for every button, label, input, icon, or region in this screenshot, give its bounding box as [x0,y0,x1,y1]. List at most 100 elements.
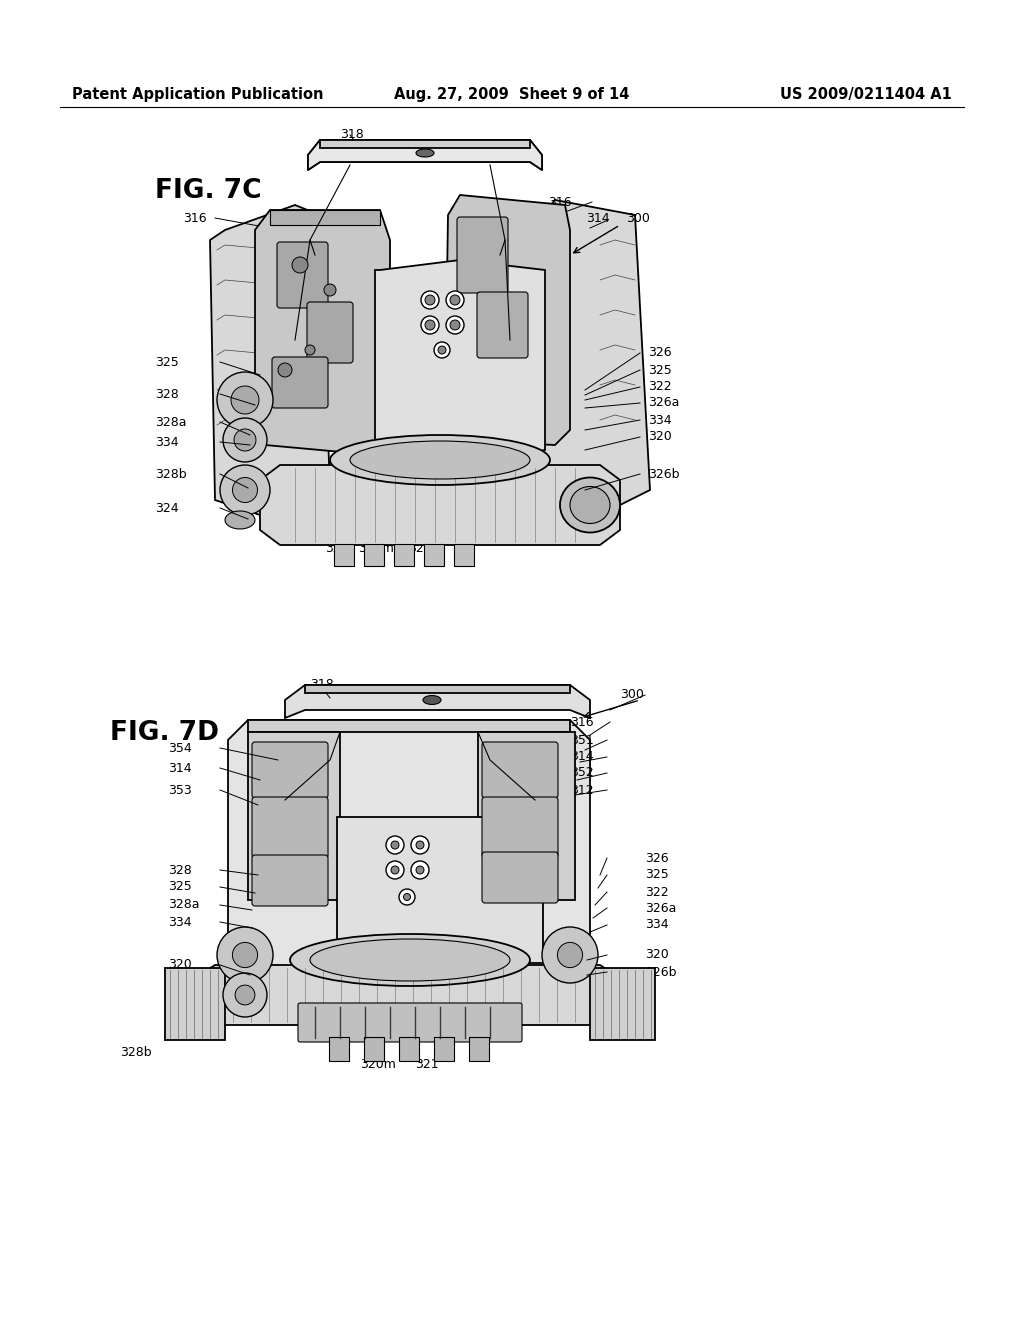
FancyBboxPatch shape [334,544,354,566]
FancyBboxPatch shape [399,1038,419,1061]
Ellipse shape [416,149,434,157]
Circle shape [411,861,429,879]
FancyBboxPatch shape [482,851,558,903]
Circle shape [399,888,415,906]
Text: 314: 314 [570,751,594,763]
Text: 326b: 326b [648,467,680,480]
Ellipse shape [330,436,550,484]
Text: 314: 314 [310,223,334,236]
Polygon shape [305,685,570,693]
FancyBboxPatch shape [252,855,328,906]
Text: 320m: 320m [360,1059,396,1072]
Text: 334: 334 [648,413,672,426]
Ellipse shape [570,487,610,524]
Polygon shape [165,968,225,1040]
FancyBboxPatch shape [454,544,474,566]
Circle shape [446,290,464,309]
Text: 326a: 326a [645,902,677,915]
Text: 328a: 328a [168,899,200,912]
FancyBboxPatch shape [252,797,328,858]
Circle shape [217,927,273,983]
Text: 326a: 326a [648,396,679,409]
Circle shape [450,319,460,330]
Ellipse shape [225,511,255,529]
Text: 325: 325 [648,363,672,376]
Circle shape [386,861,404,879]
Text: 321: 321 [415,1059,438,1072]
FancyBboxPatch shape [278,242,328,308]
FancyBboxPatch shape [434,1038,454,1061]
Circle shape [305,345,315,355]
Circle shape [391,841,399,849]
Circle shape [416,866,424,874]
Text: 353: 353 [168,784,191,796]
Text: 318: 318 [340,128,364,141]
Text: 326: 326 [645,851,669,865]
Circle shape [391,866,399,874]
Circle shape [557,942,583,968]
Polygon shape [375,260,545,459]
Text: 325: 325 [645,869,669,882]
Text: Aug. 27, 2009  Sheet 9 of 14: Aug. 27, 2009 Sheet 9 of 14 [394,87,630,103]
Text: 320: 320 [325,541,349,554]
Circle shape [421,290,439,309]
Polygon shape [285,685,590,718]
Text: 320: 320 [648,430,672,444]
Text: 320m: 320m [358,541,394,554]
Text: 324: 324 [155,502,178,515]
Circle shape [403,894,411,900]
Polygon shape [319,140,530,148]
Polygon shape [195,965,620,1026]
Text: 325: 325 [168,880,191,894]
Polygon shape [260,465,620,545]
FancyBboxPatch shape [298,1003,522,1041]
FancyBboxPatch shape [482,797,558,858]
Circle shape [425,294,435,305]
Circle shape [542,927,598,983]
Circle shape [236,985,255,1005]
Polygon shape [590,968,655,1040]
FancyBboxPatch shape [252,742,328,799]
Text: 354: 354 [168,742,191,755]
Polygon shape [535,201,650,510]
Text: 334: 334 [645,919,669,932]
Circle shape [217,372,273,428]
Polygon shape [255,210,390,455]
Circle shape [416,841,424,849]
FancyBboxPatch shape [364,544,384,566]
FancyBboxPatch shape [482,742,558,799]
Text: 351: 351 [570,734,594,747]
Polygon shape [210,205,330,520]
Text: 300: 300 [620,689,644,701]
Text: 300: 300 [626,211,650,224]
Circle shape [232,942,258,968]
Text: 328b: 328b [155,467,186,480]
Circle shape [220,465,270,515]
Text: 335: 335 [390,381,414,395]
Text: 325: 325 [155,355,179,368]
Circle shape [292,257,308,273]
FancyBboxPatch shape [337,817,543,964]
Text: 328: 328 [155,388,179,400]
Text: 321: 321 [408,541,432,554]
Text: 322: 322 [648,380,672,393]
Circle shape [421,315,439,334]
Text: 312: 312 [570,784,594,796]
Text: 328b: 328b [120,1047,152,1060]
Circle shape [450,294,460,305]
Text: 322: 322 [645,886,669,899]
Polygon shape [228,719,590,1005]
Text: 326: 326 [648,346,672,359]
Text: 335: 335 [365,871,389,884]
Circle shape [425,319,435,330]
Circle shape [434,342,450,358]
Text: 314: 314 [586,211,609,224]
Text: 318: 318 [310,678,334,692]
Ellipse shape [423,696,441,705]
FancyBboxPatch shape [477,292,528,358]
FancyBboxPatch shape [394,544,414,566]
Text: 334: 334 [155,436,178,449]
Text: 316: 316 [548,195,571,209]
FancyBboxPatch shape [329,1038,349,1061]
Polygon shape [308,140,542,170]
